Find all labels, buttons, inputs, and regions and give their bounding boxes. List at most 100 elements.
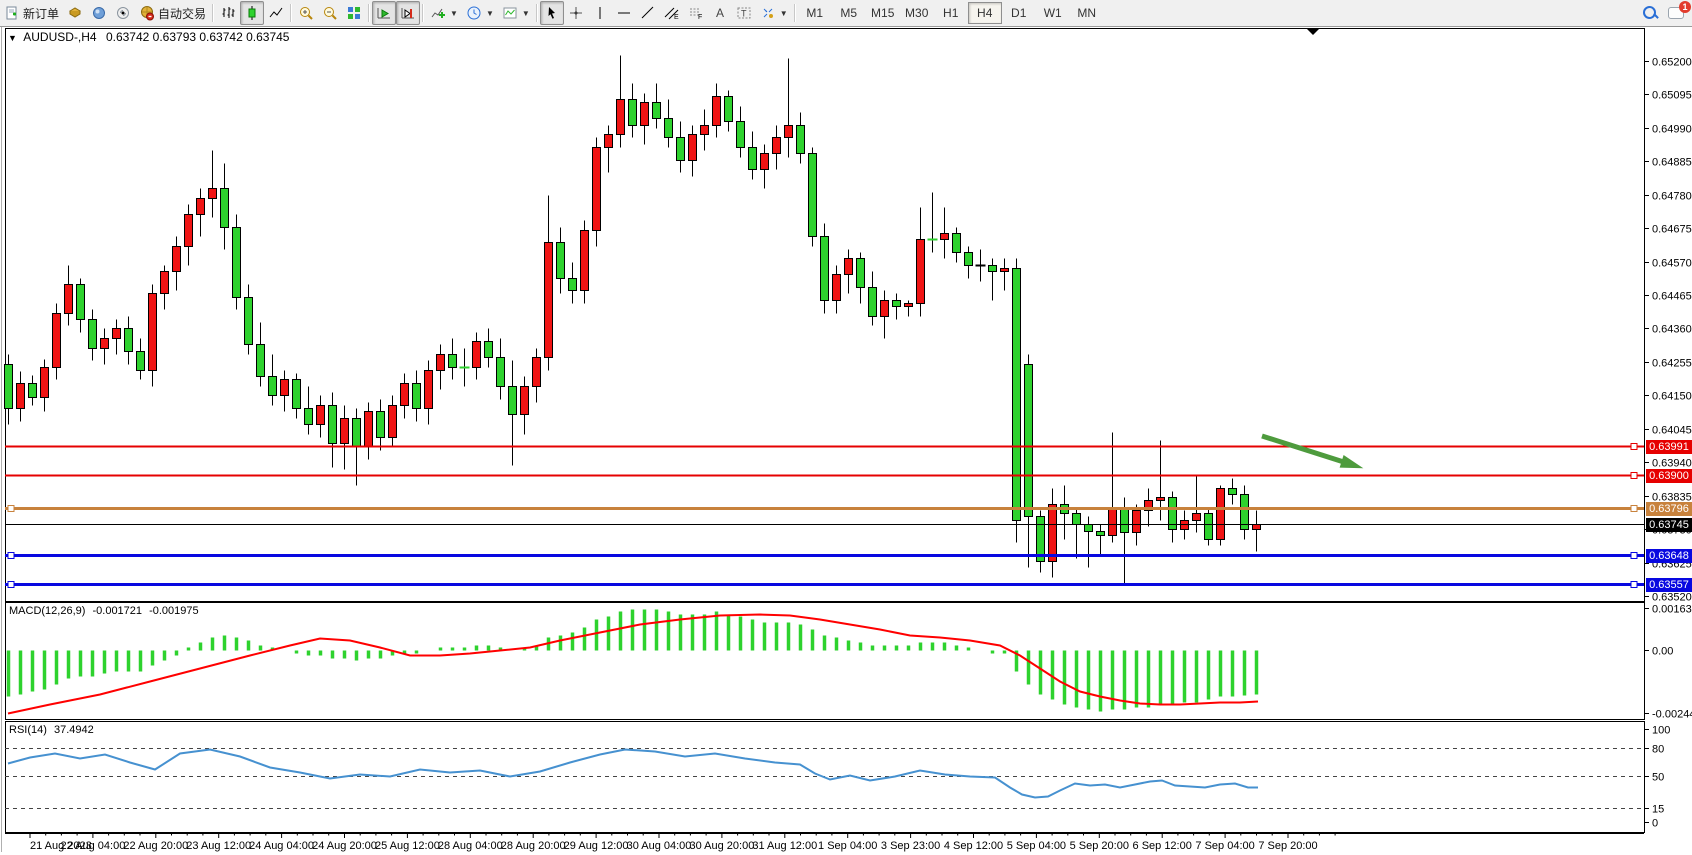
text-button[interactable]: A: [708, 1, 732, 25]
svg-text:1 Sep 04:00: 1 Sep 04:00: [818, 840, 877, 852]
price-level-badge: 0.63648: [1646, 548, 1692, 563]
autotrade-button-label: 自动交易: [158, 6, 207, 21]
svg-text:0.64885: 0.64885: [1652, 157, 1692, 169]
svg-text:22 Aug 04:00: 22 Aug 04:00: [60, 840, 125, 852]
svg-text:6 Sep 12:00: 6 Sep 12:00: [1133, 840, 1192, 852]
main-toolbar: 新订单 自动交易 ▼ ▼ ▼ E F A T ▼ M1 M5 M15 M30 H1 H4 D1 W1 MN: [0, 0, 1692, 27]
svg-text:0.00: 0.00: [1652, 646, 1673, 658]
tile-windows-button[interactable]: [342, 1, 366, 25]
zoom-in-button[interactable]: [294, 1, 318, 25]
rsi-layer: [5, 748, 1644, 809]
auto-scroll-button[interactable]: [372, 1, 397, 25]
macd-signal-line: [7, 613, 1259, 715]
candles-layer: [4, 55, 1261, 584]
timeframe-button-h4[interactable]: H4: [967, 2, 1002, 24]
toolbar-separator: [368, 4, 371, 22]
svg-text:A: A: [716, 6, 724, 20]
chart-shift-button[interactable]: [396, 1, 421, 25]
data-window-button[interactable]: [87, 1, 111, 25]
svg-text:30 Aug 04:00: 30 Aug 04:00: [627, 840, 692, 852]
new-order-button[interactable]: 新订单: [0, 1, 63, 25]
timeframe-button-m5[interactable]: M5: [840, 6, 858, 20]
hline-handle: [1630, 472, 1638, 479]
toolbar-separator: [793, 4, 796, 22]
horizontal-line-button[interactable]: [612, 1, 636, 25]
periods-button[interactable]: ▼: [462, 1, 498, 25]
svg-text:31 Aug 12:00: 31 Aug 12:00: [752, 840, 817, 852]
timeframe-button-m1[interactable]: M1: [806, 6, 824, 20]
svg-text:28 Aug 20:00: 28 Aug 20:00: [501, 840, 566, 852]
chat-icon[interactable]: 1: [1668, 1, 1691, 21]
svg-text:0.64570: 0.64570: [1652, 258, 1692, 270]
rsi-indicator-label: RSI(14) 37.4942: [9, 724, 94, 736]
timeframe-button-d1[interactable]: D1: [1011, 6, 1027, 20]
chart-title-overlay: ▼ AUDUSD-,H4 0.63742 0.63793 0.63742 0.6…: [8, 30, 289, 44]
toolbar-separator: [422, 4, 425, 22]
svg-text:22 Aug 20:00: 22 Aug 20:00: [123, 840, 188, 852]
timeframe-button-m15[interactable]: M15: [871, 6, 895, 20]
svg-text:23 Aug 12:00: 23 Aug 12:00: [186, 840, 251, 852]
autotrade-button[interactable]: 自动交易: [135, 1, 210, 25]
price-level-badge: 0.63745: [1646, 517, 1692, 532]
templates-button[interactable]: ▼: [498, 1, 534, 25]
vertical-line-button[interactable]: [588, 1, 612, 25]
svg-text:0.001635: 0.001635: [1652, 604, 1692, 616]
toolbar-separator: [212, 4, 215, 22]
zoom-out-button[interactable]: [318, 1, 342, 25]
line-chart-button[interactable]: [264, 1, 288, 25]
chart-collapse-icon[interactable]: ▼: [8, 33, 17, 43]
trendline-button[interactable]: [636, 1, 660, 25]
hline-handle: [7, 552, 15, 559]
svg-text:24 Aug 20:00: 24 Aug 20:00: [312, 840, 377, 852]
price-level-badge: 0.63557: [1646, 577, 1692, 592]
cursor-button[interactable]: [539, 1, 564, 25]
svg-text:24 Aug 04:00: 24 Aug 04:00: [249, 840, 314, 852]
price-level-badge: 0.63900: [1646, 468, 1692, 483]
timeframe-button-m30[interactable]: M30: [905, 6, 929, 20]
svg-text:5 Sep 20:00: 5 Sep 20:00: [1070, 840, 1129, 852]
indicators-button[interactable]: ▼: [426, 1, 462, 25]
svg-text:0.64150: 0.64150: [1652, 391, 1692, 403]
svg-text:50: 50: [1652, 772, 1664, 784]
svg-text:21 Aug 2023: 21 Aug 2023: [30, 840, 92, 852]
bar-chart-button[interactable]: [216, 1, 240, 25]
svg-text:3 Sep 23:00: 3 Sep 23:00: [881, 840, 940, 852]
toolbar-separator: [290, 4, 293, 22]
hline-handle: [1630, 505, 1638, 512]
hline-handle: [7, 505, 15, 512]
signals-button[interactable]: [111, 1, 135, 25]
svg-text:25 Aug 12:00: 25 Aug 12:00: [375, 840, 440, 852]
timeframe-button-h1[interactable]: H1: [943, 6, 959, 20]
svg-text:0.64045: 0.64045: [1652, 425, 1692, 437]
svg-text:0.63940: 0.63940: [1652, 458, 1692, 470]
hline-handle: [1630, 581, 1638, 588]
down-arrow-annotation[interactable]: [1261, 433, 1351, 467]
timeframe-button-mn[interactable]: MN: [1077, 6, 1097, 20]
svg-text:0.64990: 0.64990: [1652, 124, 1692, 136]
channel-button[interactable]: E: [660, 1, 684, 25]
svg-text:0.63520: 0.63520: [1652, 592, 1692, 604]
price-level-badge: 0.63796: [1646, 501, 1692, 516]
svg-text:0.63835: 0.63835: [1652, 492, 1692, 504]
arrows-button[interactable]: ▼: [756, 1, 792, 25]
svg-text:0.65095: 0.65095: [1652, 90, 1692, 102]
svg-text:4 Sep 12:00: 4 Sep 12:00: [944, 840, 1003, 852]
candlestick-chart-button[interactable]: [240, 1, 265, 25]
text-label-button[interactable]: T: [732, 1, 756, 25]
timeframe-button-w1[interactable]: W1: [1043, 6, 1062, 20]
fibonacci-button[interactable]: F: [684, 1, 708, 25]
market-watch-button[interactable]: [63, 1, 87, 25]
svg-text:-0.002444: -0.002444: [1652, 709, 1692, 721]
svg-text:0.64465: 0.64465: [1652, 291, 1692, 303]
chevron-down-icon: ▼: [450, 8, 458, 18]
svg-text:0.64360: 0.64360: [1652, 324, 1692, 336]
crosshair-button[interactable]: [564, 1, 588, 25]
svg-text:F: F: [698, 14, 702, 21]
svg-text:T: T: [741, 9, 747, 19]
search-icon[interactable]: [1642, 5, 1659, 21]
macd-pane-border: [5, 602, 1645, 720]
toolbar-right-icons: 1: [1642, 1, 1691, 25]
